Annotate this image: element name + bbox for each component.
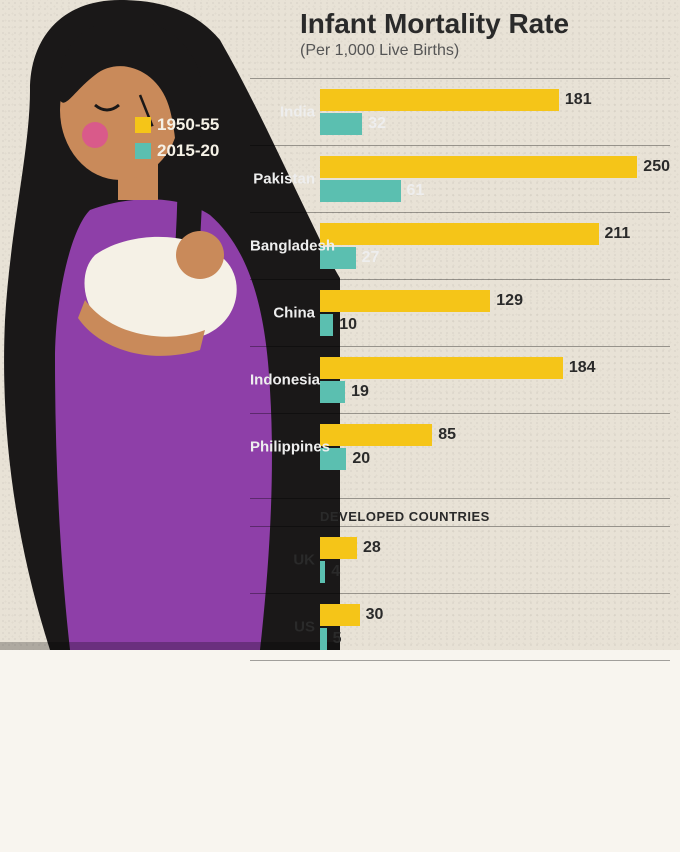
bar-row: 181 (320, 89, 670, 111)
country-label: UK (250, 552, 315, 569)
bar-chart: India 181 32 Pakistan 250 61 Bangladesh 211 27 Ch… (250, 78, 670, 661)
bar-value: 85 (438, 426, 456, 444)
bar-value: 129 (496, 292, 523, 310)
bar-row: 30 (320, 604, 670, 626)
infographic-canvas: Infant Mortality Rate (Per 1,000 Live Bi… (0, 0, 680, 650)
bar-value: 28 (363, 539, 381, 557)
baby-blanket (84, 237, 236, 342)
bar-value: 184 (569, 359, 596, 377)
bar-value: 4 (331, 563, 340, 581)
country-group: UK 28 4 (250, 526, 670, 593)
country-label: Pakistan (250, 171, 315, 188)
chart-title: Infant Mortality Rate (300, 8, 569, 40)
bar (320, 537, 357, 559)
country-label: US (250, 619, 315, 636)
bar (320, 604, 360, 626)
country-label: Philippines (250, 439, 315, 456)
bar (320, 381, 345, 403)
bar-row: 4 (320, 561, 670, 583)
country-label: Bangladesh (250, 238, 315, 255)
country-group: Philippines 85 20 (250, 413, 670, 480)
bar-row: 10 (320, 314, 670, 336)
country-group: India 181 32 (250, 78, 670, 145)
bar-row: 5 (320, 628, 670, 650)
bar (320, 424, 432, 446)
bar (320, 628, 327, 650)
country-group: China 129 10 (250, 279, 670, 346)
country-group: Pakistan 250 61 (250, 145, 670, 212)
legend-item-new: 2015-20 (135, 141, 219, 161)
bar (320, 180, 401, 202)
bar-row: 61 (320, 180, 670, 202)
bar-value: 211 (605, 225, 631, 243)
country-group: Indonesia 184 19 (250, 346, 670, 413)
cheek (82, 122, 108, 148)
bar-value: 30 (366, 606, 384, 624)
country-group: Bangladesh 211 27 (250, 212, 670, 279)
bar-value: 19 (351, 383, 369, 401)
country-label: India (250, 104, 315, 121)
legend-label-new: 2015-20 (157, 141, 219, 161)
bar (320, 156, 637, 178)
bar-value: 250 (643, 158, 670, 176)
bar-value: 27 (362, 249, 380, 267)
headings: Infant Mortality Rate (Per 1,000 Live Bi… (300, 8, 569, 60)
bar-row: 211 (320, 223, 670, 245)
bar-row: 32 (320, 113, 670, 135)
bar-value: 32 (368, 115, 386, 133)
section-heading: DEVELOPED COUNTRIES (250, 498, 670, 526)
bar (320, 223, 599, 245)
legend-label-old: 1950-55 (157, 115, 219, 135)
country-group: US 30 5 (250, 593, 670, 661)
arm (78, 300, 205, 356)
bar-value: 61 (407, 182, 425, 200)
bar-row: 28 (320, 537, 670, 559)
legend: 1950-55 2015-20 (135, 115, 219, 167)
bar (320, 290, 490, 312)
bar-value: 5 (333, 630, 342, 648)
country-label: China (250, 305, 315, 322)
bar-value: 10 (339, 316, 357, 334)
bar-row: 19 (320, 381, 670, 403)
chart-subtitle: (Per 1,000 Live Births) (300, 42, 569, 60)
baby-head (176, 231, 224, 279)
bar-row: 20 (320, 448, 670, 470)
legend-item-old: 1950-55 (135, 115, 219, 135)
bar-row: 129 (320, 290, 670, 312)
bar (320, 561, 325, 583)
bar-row: 184 (320, 357, 670, 379)
legend-swatch-new (135, 143, 151, 159)
bar-row: 27 (320, 247, 670, 269)
bar-value: 20 (352, 450, 370, 468)
bar (320, 113, 362, 135)
bar-value: 181 (565, 91, 592, 109)
country-label: Indonesia (250, 372, 315, 389)
bar-row: 250 (320, 156, 670, 178)
bar (320, 89, 559, 111)
eye (95, 105, 119, 110)
bar (320, 357, 563, 379)
legend-swatch-old (135, 117, 151, 133)
bar-row: 85 (320, 424, 670, 446)
dress (55, 199, 272, 650)
bar (320, 314, 333, 336)
